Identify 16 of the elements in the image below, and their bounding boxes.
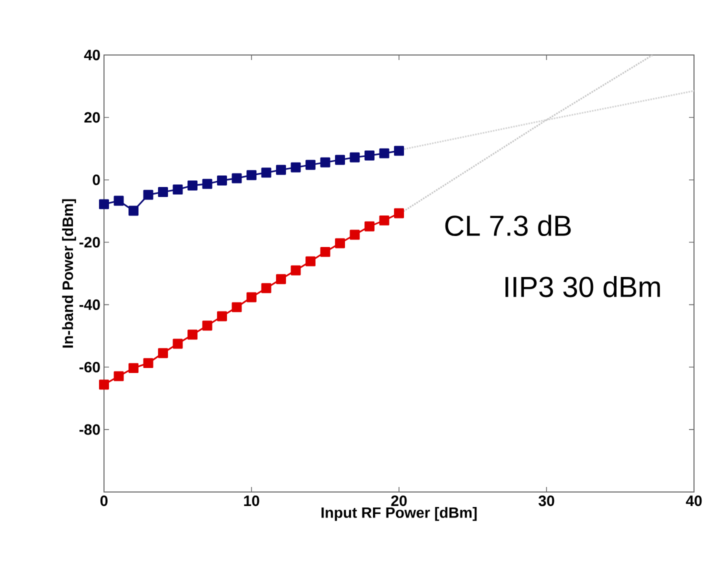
y-tick-label: 40 xyxy=(84,50,100,60)
annotation: IIP3 30 dBm xyxy=(506,276,660,298)
y-axis-title: In-band Power [dBm] xyxy=(62,199,76,348)
x-axis-title: Input RF Power [dBm] xyxy=(322,506,477,521)
x-tick-label: 10 xyxy=(244,496,260,506)
y-tick-label: -60 xyxy=(79,362,100,372)
x-tick-label: 20 xyxy=(391,496,407,506)
y-tick-label: -20 xyxy=(79,236,100,248)
y-tick-label: -80 xyxy=(79,424,100,435)
y-tick-label: 20 xyxy=(84,112,100,123)
y-tick-label: -40 xyxy=(79,299,100,310)
x-tick-label: 40 xyxy=(686,496,702,506)
x-tick-label: 0 xyxy=(100,496,108,506)
y-tick-label: 0 xyxy=(92,174,100,186)
annotation: CL 7.3 dB xyxy=(445,214,571,236)
x-tick-label: 30 xyxy=(538,496,554,506)
